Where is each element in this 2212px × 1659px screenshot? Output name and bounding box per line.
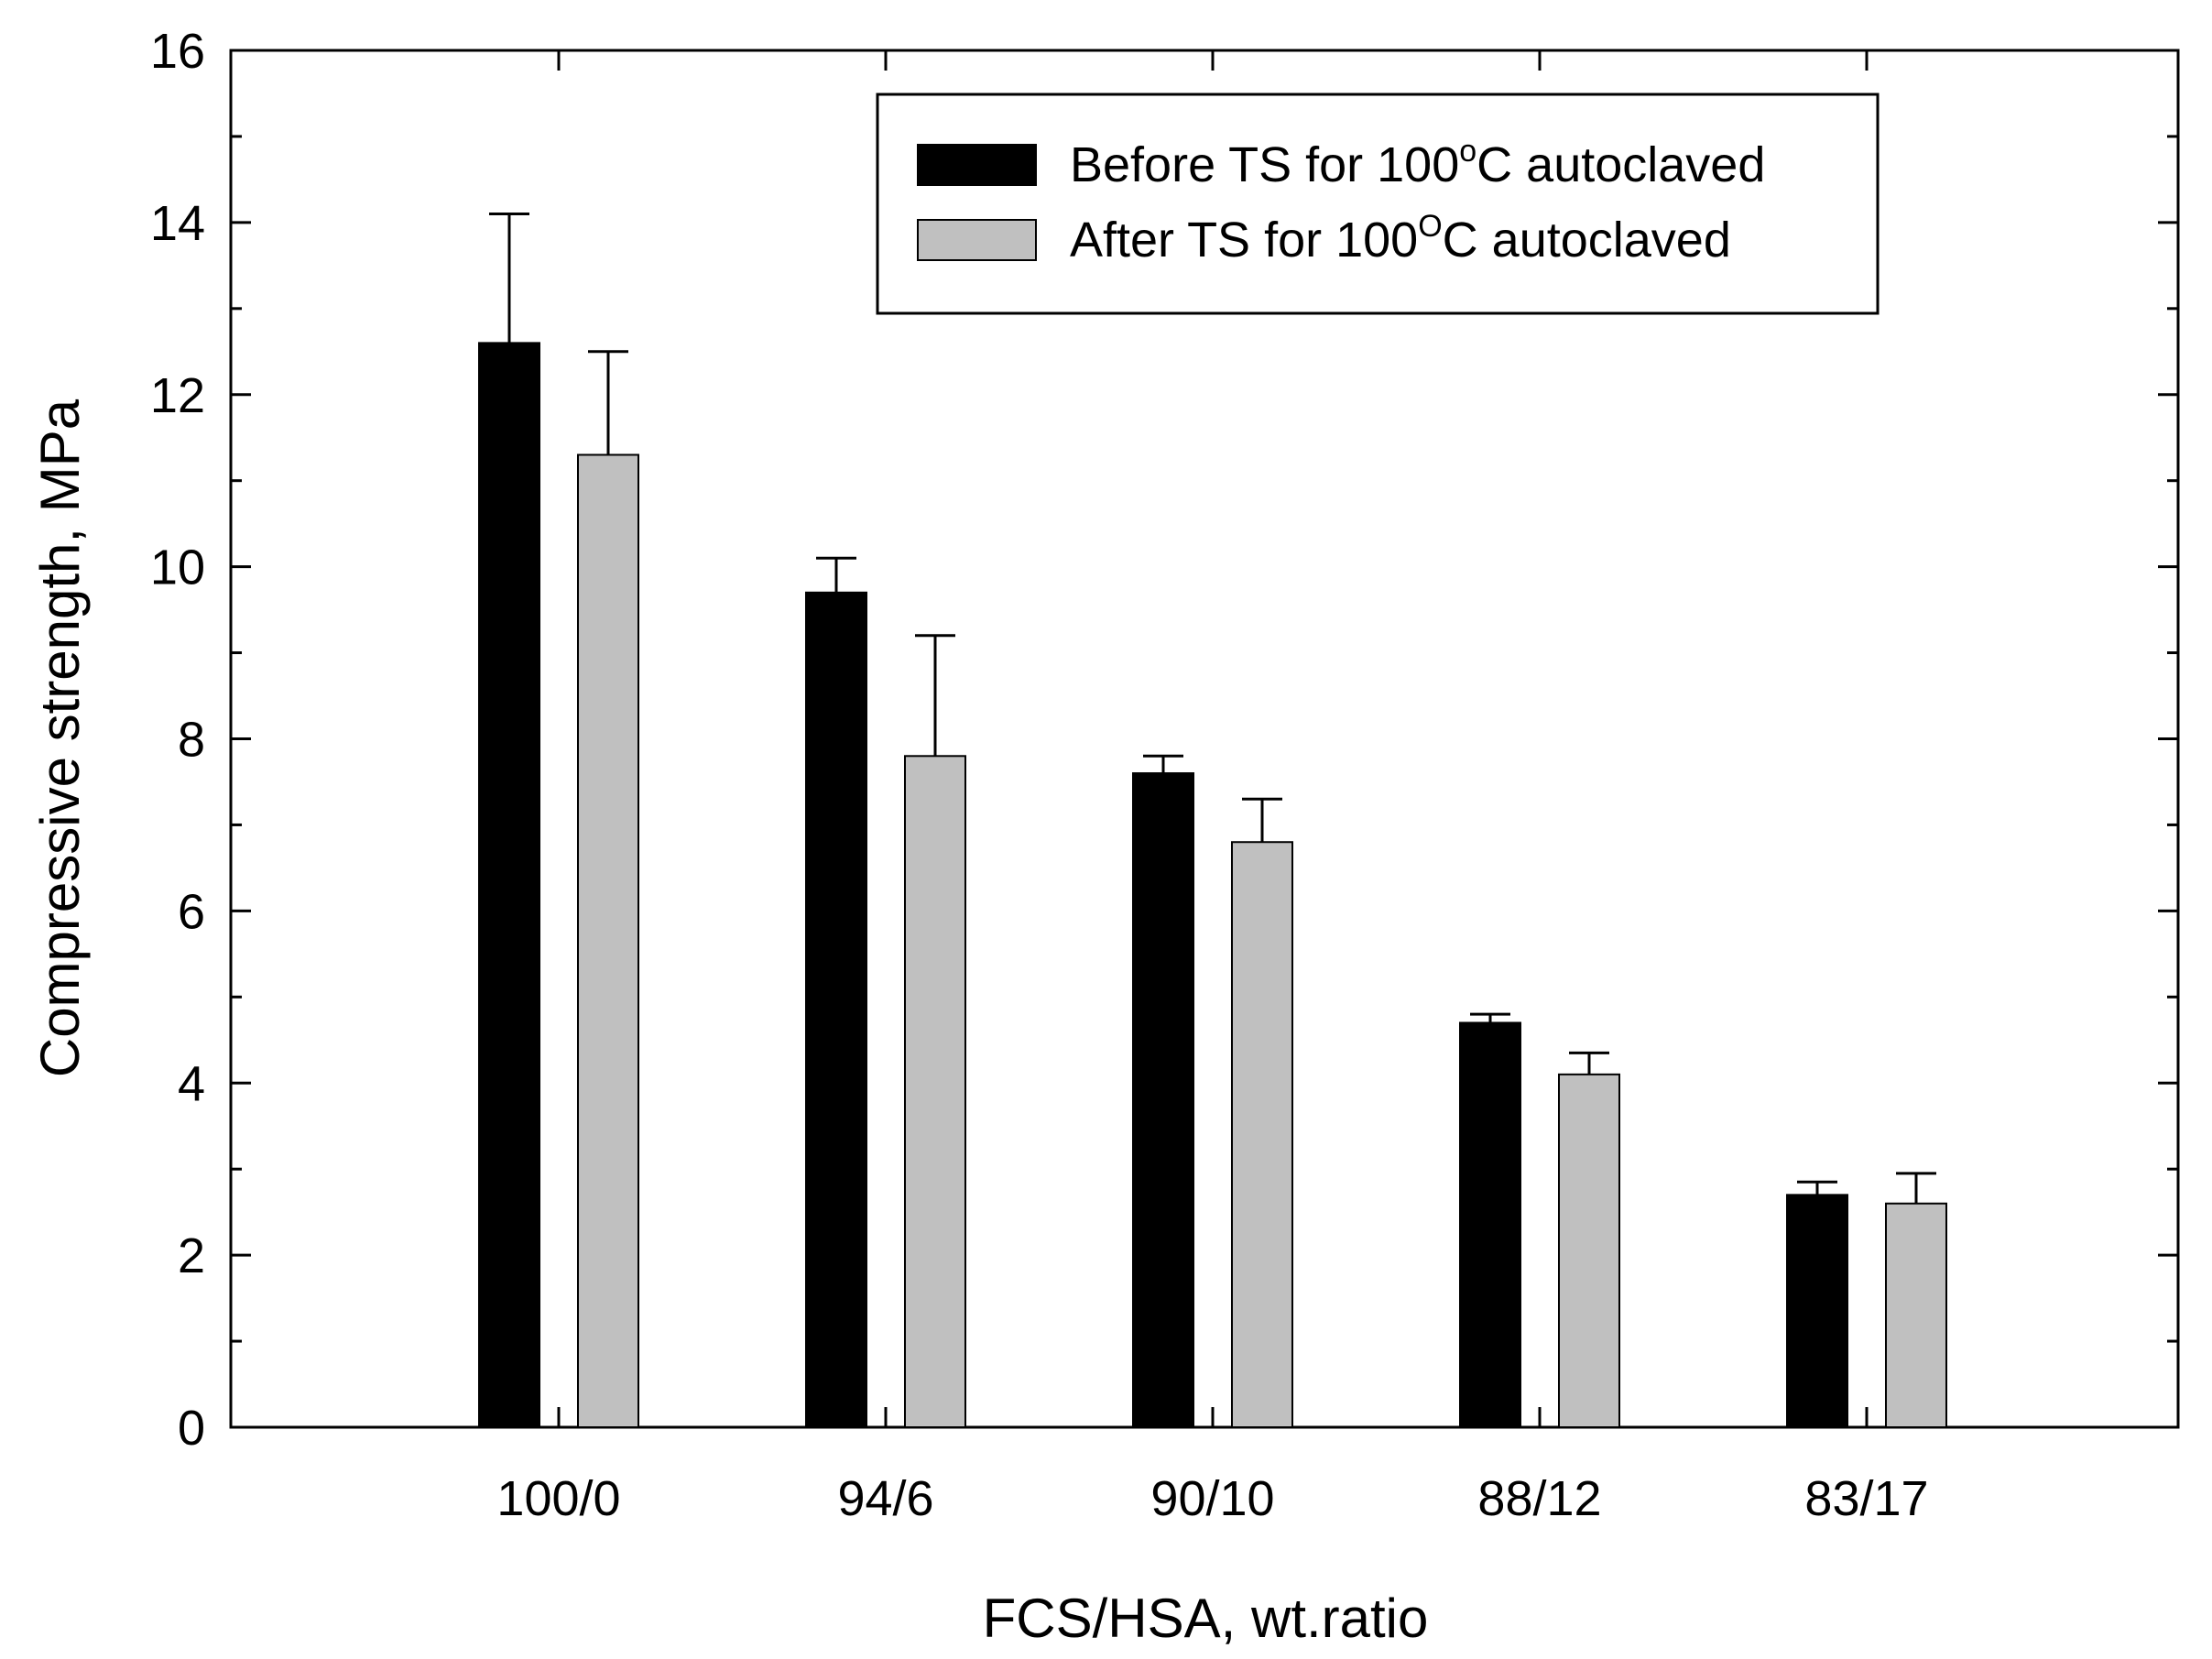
- y-tick-label: 14: [150, 196, 205, 251]
- bar-before-ts: [805, 591, 867, 1428]
- x-axis-label: FCS/HSA, wt.ratio: [983, 1588, 1429, 1649]
- legend-swatch-before: [917, 144, 1037, 186]
- x-tick-label: 90/10: [1150, 1471, 1274, 1526]
- bar-after-ts: [577, 453, 639, 1429]
- legend-swatch-after: [917, 219, 1037, 261]
- x-tick-label: 100/0: [496, 1471, 620, 1526]
- y-tick-label: 8: [178, 713, 205, 768]
- x-tick-label: 83/17: [1804, 1471, 1928, 1526]
- bar-after-ts: [1558, 1073, 1620, 1428]
- y-tick-label: 0: [178, 1401, 205, 1456]
- legend-label-before: Before TS for 100oC autoclaved: [1070, 134, 1765, 192]
- bar-after-ts: [1885, 1202, 1947, 1428]
- bar-before-ts: [1786, 1194, 1848, 1429]
- legend: Before TS for 100oC autoclaved After TS f…: [876, 93, 1880, 315]
- y-tick-label: 2: [178, 1228, 205, 1283]
- y-tick-label: 12: [150, 368, 205, 423]
- y-tick-label: 16: [150, 24, 205, 79]
- bar-before-ts: [1459, 1021, 1521, 1429]
- x-tick-label: 88/12: [1477, 1471, 1601, 1526]
- y-axis: 0 2 4 6 8 10 12 14 16: [150, 24, 2178, 1456]
- bar-after-ts: [904, 755, 966, 1428]
- y-tick-label: 6: [178, 884, 205, 939]
- y-tick-label: 4: [178, 1056, 205, 1111]
- legend-label-after: After TS for 100OC autoclaved: [1070, 209, 1731, 267]
- y-tick-label: 10: [150, 540, 205, 595]
- bar-before-ts: [478, 342, 540, 1429]
- legend-box: [876, 93, 1880, 315]
- bar-after-ts: [1231, 841, 1293, 1428]
- x-tick-label: 94/6: [837, 1471, 933, 1526]
- bar-series-group: [478, 212, 1947, 1429]
- x-axis: 100/0 94/6 90/10 88/12 83/17: [496, 50, 1929, 1526]
- bar-before-ts: [1132, 772, 1194, 1428]
- y-axis-label: Compressive strength, MPa: [29, 398, 91, 1077]
